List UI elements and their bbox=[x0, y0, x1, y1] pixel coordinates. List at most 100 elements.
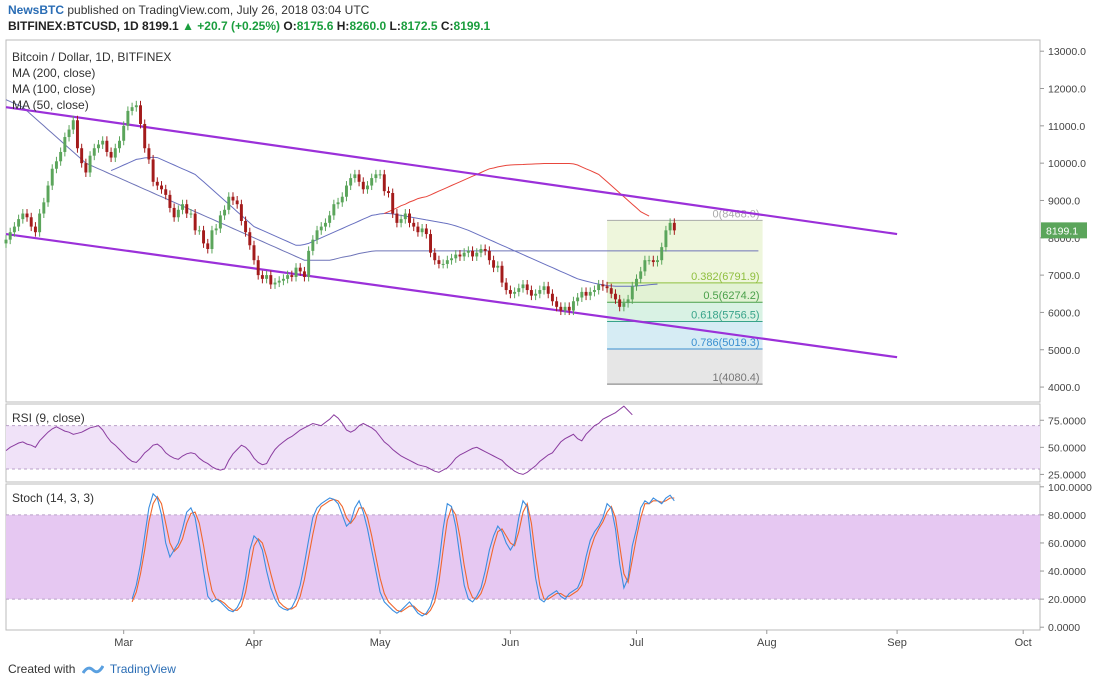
price-pane[interactable] bbox=[5, 39, 1041, 403]
stoch-k-line bbox=[131, 492, 675, 617]
candle-body bbox=[500, 265, 504, 283]
price-tick-label: 6000.0 bbox=[1048, 307, 1080, 319]
ma200-line bbox=[384, 163, 650, 217]
candle-body bbox=[647, 260, 651, 262]
publish-line: NewsBTC published on TradingView.com, Ju… bbox=[8, 3, 369, 17]
ma100-line bbox=[5, 99, 759, 261]
candle-body bbox=[630, 286, 634, 300]
candle-body bbox=[281, 278, 285, 281]
candle-body bbox=[160, 185, 163, 190]
candle-body bbox=[143, 123, 147, 149]
high-label: H: bbox=[336, 19, 350, 33]
candle-body bbox=[84, 163, 88, 173]
rsi-tick-label: 25.0000 bbox=[1048, 469, 1086, 481]
candle-body bbox=[231, 196, 235, 201]
candle-body bbox=[273, 282, 277, 285]
candle-body bbox=[336, 202, 340, 205]
candle-body bbox=[29, 217, 33, 227]
candle-body bbox=[445, 260, 449, 264]
candle-body bbox=[63, 137, 67, 152]
candle-body bbox=[189, 213, 193, 215]
candle-body bbox=[248, 232, 252, 246]
author-name[interactable]: NewsBTC bbox=[8, 3, 65, 17]
price-tick-label: 9000.0 bbox=[1048, 195, 1080, 207]
fib-level-label: 0.786(5019.3) bbox=[691, 337, 760, 349]
candle-body bbox=[508, 290, 512, 294]
tradingview-logo-icon bbox=[81, 665, 105, 674]
candle-body bbox=[54, 161, 58, 169]
time-tick-label: Apr bbox=[245, 637, 262, 649]
candle-body bbox=[626, 299, 630, 304]
candle-body bbox=[97, 144, 100, 149]
candle-body bbox=[550, 293, 554, 302]
price-axis: 13000.012000.011000.010000.09000.08000.0… bbox=[1040, 46, 1086, 394]
time-tick-label: Jul bbox=[629, 637, 643, 649]
candle-body bbox=[357, 174, 361, 182]
candle-body bbox=[59, 151, 63, 162]
candle-body bbox=[134, 105, 138, 108]
candle-body bbox=[172, 207, 176, 218]
candle-body bbox=[202, 230, 206, 244]
candle-body bbox=[113, 148, 117, 158]
time-axis: Mar Apr May Jun Jul Aug Sep Oct bbox=[114, 630, 1032, 649]
candle-body bbox=[50, 168, 54, 186]
candle-body bbox=[260, 275, 264, 279]
candle-body bbox=[130, 107, 134, 111]
candle-body bbox=[210, 230, 214, 249]
candle-body bbox=[378, 174, 382, 176]
low-label: L: bbox=[389, 19, 401, 33]
candle-body bbox=[214, 228, 218, 231]
price-change: +20.7 (+0.25%) bbox=[197, 19, 281, 33]
candle-body bbox=[672, 222, 676, 231]
candle-body bbox=[639, 271, 643, 279]
time-tick-label: Aug bbox=[757, 637, 777, 649]
candle-body bbox=[239, 204, 243, 221]
stoch-tick-label: 40.0000 bbox=[1048, 566, 1086, 578]
candle-body bbox=[412, 222, 416, 227]
candle-body bbox=[450, 258, 454, 261]
candle-body bbox=[479, 248, 483, 253]
fib-zone bbox=[607, 302, 763, 322]
candle-body bbox=[8, 232, 12, 240]
candle-body bbox=[614, 293, 617, 300]
rsi-tick-label: 75.0000 bbox=[1048, 415, 1086, 427]
time-tick-label: Oct bbox=[1015, 637, 1032, 649]
candle-body bbox=[576, 297, 580, 302]
candle-body bbox=[185, 204, 189, 214]
candle-body bbox=[101, 140, 105, 145]
candle-body bbox=[4, 239, 8, 244]
candle-body bbox=[424, 228, 428, 235]
candle-body bbox=[319, 226, 323, 231]
fib-level-label: 0.5(6274.2) bbox=[703, 290, 759, 302]
candle-body bbox=[105, 140, 109, 152]
candle-body bbox=[75, 120, 79, 149]
candle-body bbox=[38, 213, 42, 233]
candle-body bbox=[529, 290, 533, 296]
high-value: 8260.0 bbox=[349, 19, 387, 33]
candle-body bbox=[580, 291, 584, 298]
candle-body bbox=[656, 260, 659, 263]
stoch-d-line bbox=[131, 495, 675, 616]
candle-body bbox=[193, 213, 197, 231]
legend-ma200: MA (200, close) bbox=[12, 66, 95, 80]
candle-body bbox=[164, 189, 168, 195]
last-price: 8199.1 bbox=[142, 19, 179, 33]
candle-body bbox=[118, 140, 121, 149]
fibonacci-retracement[interactable]: 0(8468.0) 0.382(6791.9) 0.5(6274.2) 0.618(5… bbox=[607, 208, 763, 385]
price-tick-label: 10000.0 bbox=[1048, 158, 1086, 170]
candle-body bbox=[513, 291, 517, 294]
price-tick-label: 5000.0 bbox=[1048, 345, 1080, 357]
tradingview-link[interactable]: TradingView bbox=[109, 662, 176, 676]
candle-body bbox=[25, 213, 29, 218]
candle-body bbox=[323, 222, 327, 227]
stoch-label: Stoch (14, 3, 3) bbox=[12, 491, 94, 505]
candle-body bbox=[521, 284, 525, 289]
candle-body bbox=[88, 155, 92, 173]
up-arrow-icon: ▲ bbox=[182, 19, 194, 33]
candle-body bbox=[269, 275, 273, 285]
candle-body bbox=[155, 181, 159, 186]
candle-body bbox=[635, 278, 638, 287]
descending-channel[interactable] bbox=[5, 106, 898, 359]
candle-body bbox=[244, 221, 248, 233]
